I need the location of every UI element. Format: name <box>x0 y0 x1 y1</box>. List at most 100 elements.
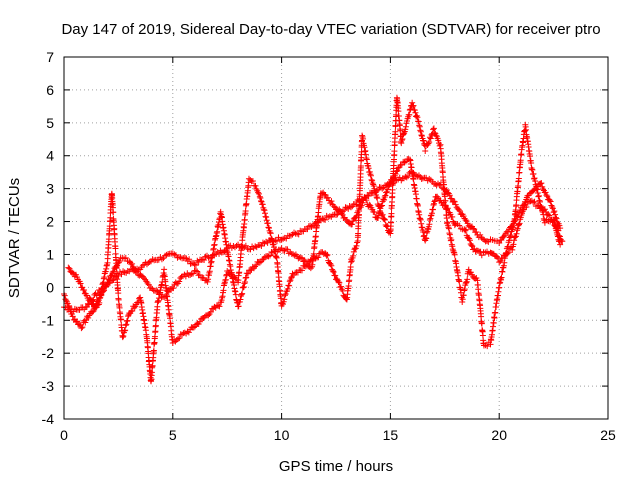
data-point <box>456 222 463 229</box>
data-point <box>478 320 485 327</box>
data-point <box>110 209 117 216</box>
data-point <box>430 125 437 132</box>
data-point <box>329 267 336 274</box>
data-point <box>354 239 361 246</box>
data-point <box>552 211 559 218</box>
data-point <box>310 250 317 257</box>
data-point <box>252 182 259 189</box>
data-point <box>451 251 458 258</box>
data-point <box>191 261 198 268</box>
data-point <box>176 335 183 342</box>
data-point <box>260 206 267 213</box>
data-point <box>534 190 541 197</box>
y-tick-label: 4 <box>46 148 54 164</box>
data-point <box>108 272 115 279</box>
data-point <box>536 197 543 204</box>
data-point <box>377 207 384 214</box>
data-point <box>462 226 469 233</box>
data-point <box>263 214 270 221</box>
data-point <box>371 185 378 192</box>
data-point <box>483 238 490 245</box>
data-point <box>462 216 469 223</box>
data-point <box>257 194 264 201</box>
data-point <box>443 206 450 213</box>
data-point <box>255 189 262 196</box>
data-point <box>531 175 538 182</box>
y-tick-label: -3 <box>42 378 55 394</box>
data-point <box>388 219 395 226</box>
data-point <box>490 319 497 326</box>
series-middle-arcs <box>65 156 564 312</box>
data-point <box>83 292 90 299</box>
data-point <box>392 123 399 130</box>
data-point <box>186 256 193 263</box>
data-point <box>424 142 431 149</box>
data-point <box>243 274 250 281</box>
y-tick-labels: -4 -3 -2 -1 0 1 2 3 4 5 6 7 <box>42 49 55 427</box>
data-point <box>95 297 102 304</box>
data-point <box>235 303 242 310</box>
data-point <box>350 252 357 259</box>
data-point <box>118 271 125 278</box>
data-point <box>108 272 115 279</box>
data-point <box>461 287 468 294</box>
data-point <box>466 237 473 244</box>
y-tick-label: 0 <box>46 279 54 295</box>
data-point <box>90 308 97 315</box>
data-point <box>444 205 451 212</box>
data-point <box>529 166 536 173</box>
data-point <box>547 198 554 205</box>
data-point <box>373 194 380 201</box>
data-point <box>157 289 164 296</box>
data-point <box>538 204 545 211</box>
data-point <box>77 280 84 287</box>
data-point <box>389 178 396 185</box>
data-point <box>420 228 427 235</box>
data-point <box>238 243 245 250</box>
data-point <box>399 136 406 143</box>
data-point <box>82 319 89 326</box>
data-point <box>353 213 360 220</box>
data-point <box>242 274 249 281</box>
data-point <box>333 276 340 283</box>
data-point <box>371 209 378 216</box>
data-point <box>425 140 432 147</box>
data-point <box>146 258 153 265</box>
data-point <box>175 335 182 342</box>
data-point <box>420 137 427 144</box>
data-point <box>546 212 553 219</box>
data-point <box>464 276 471 283</box>
data-point <box>477 231 484 238</box>
data-point <box>379 211 386 218</box>
data-point <box>284 286 291 293</box>
data-point <box>266 252 273 259</box>
data-point <box>542 189 549 196</box>
data-point <box>425 223 432 230</box>
data-point <box>332 272 339 279</box>
data-point <box>462 280 469 287</box>
data-point <box>100 288 107 295</box>
data-point <box>242 207 249 214</box>
y-tick-label: 1 <box>46 246 54 262</box>
data-point <box>130 263 137 270</box>
data-point <box>353 201 360 208</box>
data-point <box>322 216 329 223</box>
data-point <box>401 175 407 182</box>
data-point <box>498 237 505 244</box>
data-point <box>520 206 527 213</box>
data-point <box>238 291 245 298</box>
data-point <box>375 214 382 221</box>
data-point <box>413 112 420 119</box>
data-point <box>366 201 373 208</box>
data-point <box>531 198 538 205</box>
data-point <box>105 276 112 283</box>
data-point <box>165 289 172 296</box>
data-point <box>429 206 436 213</box>
data-point <box>89 309 96 316</box>
data-point <box>192 267 199 274</box>
data-point <box>484 343 491 350</box>
data-point <box>410 102 417 109</box>
data-point <box>393 168 400 175</box>
data-point <box>338 283 345 290</box>
data-point <box>418 220 425 227</box>
